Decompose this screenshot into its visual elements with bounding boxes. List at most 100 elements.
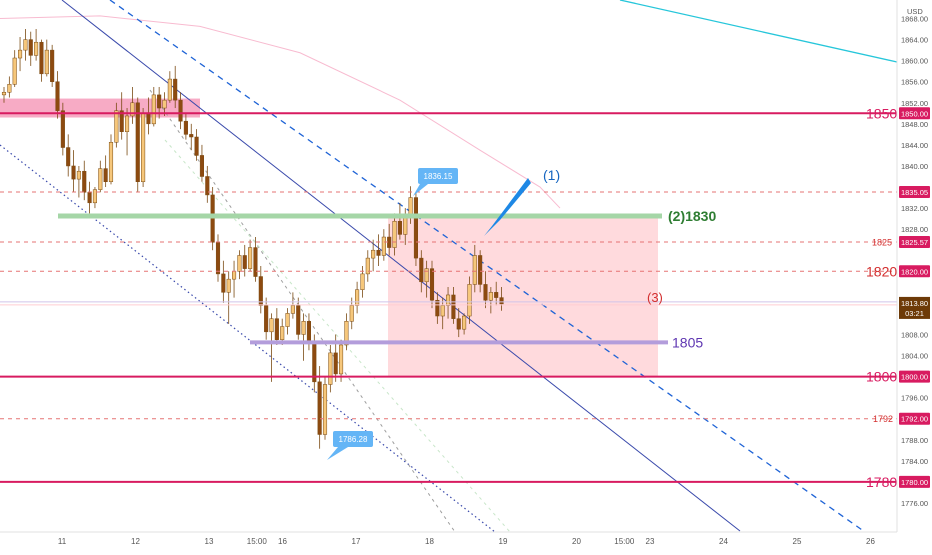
candle-body: [478, 255, 483, 285]
candle-body: [317, 381, 322, 435]
candle-body: [108, 142, 114, 183]
y-tick-1776: 1776.00: [901, 499, 928, 508]
candle: [301, 313, 306, 361]
x-tick-label: 20: [572, 537, 581, 546]
candle: [12, 50, 17, 87]
callout-low-label: 1786.28: [339, 435, 368, 444]
candle-body: [274, 318, 279, 340]
y-tick-1864: 1864.00: [901, 36, 928, 45]
candle: [82, 160, 87, 201]
price-tag-bg: [899, 235, 930, 248]
candle-body: [360, 273, 365, 290]
candle-body: [397, 220, 402, 235]
y-tick-1852: 1852.00: [901, 99, 928, 108]
candle-body: [322, 384, 328, 435]
candle-body: [103, 168, 108, 183]
candle: [92, 187, 98, 209]
candle-body: [130, 102, 135, 117]
candle: [1, 86, 7, 103]
candle: [349, 297, 354, 330]
candle: [344, 313, 349, 351]
price-countdown: 03:21: [905, 309, 924, 318]
candle-body: [290, 305, 295, 314]
candle: [355, 281, 360, 314]
y-tick-1784: 1784.00: [901, 457, 928, 466]
y-tick-1868: 1868.00: [901, 15, 928, 24]
candle-body: [371, 249, 376, 259]
price-tag-bg: [899, 412, 930, 425]
candle: [397, 202, 402, 240]
candle-body: [12, 57, 17, 85]
candle: [183, 113, 188, 140]
x-tick-label: 25: [793, 537, 802, 546]
candle: [173, 65, 178, 109]
candle-body: [173, 78, 178, 101]
candle: [419, 250, 424, 293]
candle-body: [328, 352, 333, 385]
y-tick-1856: 1856.00: [901, 78, 928, 87]
candle: [392, 213, 397, 256]
candle: [317, 366, 322, 449]
trend-line-cyan: [619, 0, 898, 63]
candle: [237, 250, 242, 280]
annotation-arrow: [484, 178, 531, 236]
candle: [376, 234, 381, 266]
candle-body: [34, 41, 39, 56]
candle-body: [365, 257, 370, 275]
candle-body: [269, 318, 274, 333]
candle-body: [408, 197, 413, 217]
candle: [44, 39, 49, 77]
candle-body: [23, 39, 28, 51]
candle-body: [232, 271, 237, 280]
candle-body: [44, 49, 49, 75]
candle: [226, 271, 231, 324]
candle-body: [237, 255, 242, 272]
candle-body: [467, 284, 472, 317]
candle-body: [215, 242, 221, 275]
trend-line-dotted: [0, 144, 496, 533]
level-label-1792: 1792: [873, 414, 893, 424]
candle-body: [157, 94, 162, 109]
moving-average-line: [0, 15, 561, 209]
y-tick-1844: 1844.00: [901, 141, 928, 150]
candle-body: [483, 284, 488, 301]
candle: [114, 102, 119, 148]
callout-high-bg: [418, 168, 458, 184]
candle-body: [76, 170, 81, 180]
price-tag-1825.57: 1825.57: [901, 238, 928, 247]
annotation-3: (3): [647, 290, 663, 305]
candle-body: [92, 189, 98, 204]
candle: [429, 260, 435, 309]
candle: [141, 108, 146, 188]
candle-body: [178, 99, 183, 122]
candle: [23, 29, 28, 61]
x-tick-label: 16: [278, 537, 287, 546]
candle: [205, 165, 210, 203]
candle: [130, 86, 135, 124]
candle: [499, 287, 504, 311]
candle: [221, 260, 226, 303]
candle-body: [18, 49, 23, 59]
candle-body: [419, 257, 424, 283]
price-tag-1820.00: 1820.00: [901, 267, 928, 276]
candle-body: [125, 115, 130, 132]
candle-body: [451, 294, 456, 319]
candle-body: [199, 155, 204, 177]
candle: [76, 165, 81, 198]
candle-body: [429, 268, 435, 301]
candle-body: [119, 110, 124, 132]
candle-body: [446, 294, 451, 306]
candle-body: [456, 318, 461, 330]
price-tag-1835.05: 1835.05: [901, 188, 928, 197]
candle: [467, 276, 472, 324]
candle: [258, 266, 263, 314]
candle-body: [306, 321, 311, 343]
candle: [108, 134, 114, 185]
candle-body: [488, 292, 493, 301]
candle: [296, 297, 301, 340]
candle: [199, 144, 204, 182]
price-tag-bg: [899, 370, 930, 383]
candle: [125, 108, 130, 156]
x-tick-label: 15:00: [247, 537, 268, 546]
y-tick-1804: 1804.00: [901, 352, 928, 361]
